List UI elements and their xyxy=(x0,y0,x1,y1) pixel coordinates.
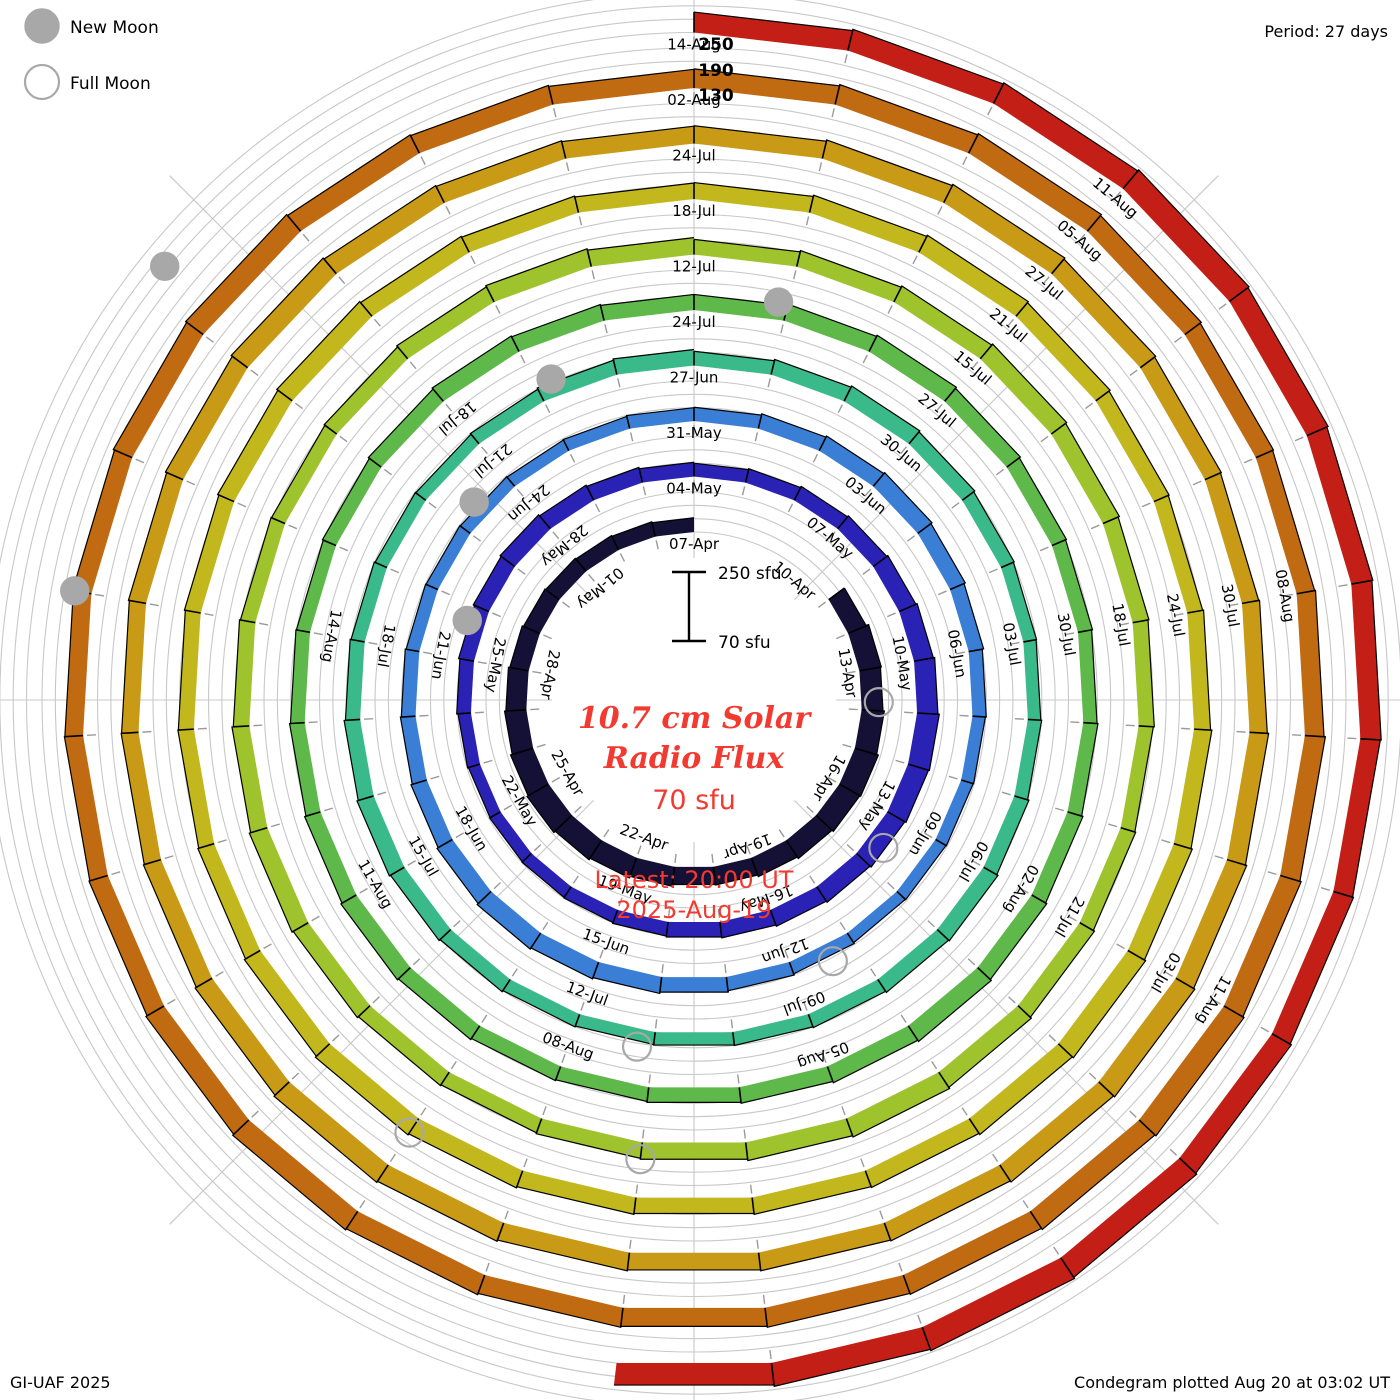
scalebar-top-label: 250 sfu xyxy=(718,564,781,584)
scalebar-bottom-label: 70 sfu xyxy=(718,633,771,653)
ring-date-label: 12-Jul xyxy=(672,258,715,276)
new-moon-marker xyxy=(60,576,90,606)
ring-date-label: 18-Jul xyxy=(672,202,715,220)
new-moon-marker xyxy=(459,487,489,517)
center-latest-date: 2025-Aug-19 xyxy=(616,896,771,924)
radial-tick-190: 190 xyxy=(698,61,734,81)
period-label: Period: 27 days xyxy=(1264,22,1388,41)
ring-date-label: 27-Jun xyxy=(670,369,719,387)
full-moon-marker xyxy=(863,687,894,718)
moon-markers xyxy=(60,251,899,1175)
full-moon-icon xyxy=(23,63,61,101)
ring-date-label: 02-Aug xyxy=(667,91,720,109)
center-current-value: 70 sfu xyxy=(652,785,736,816)
ring-date-label: 31-May xyxy=(666,424,722,442)
new-moon-marker xyxy=(536,364,566,394)
scale-bar xyxy=(672,570,706,643)
new-moon-icon xyxy=(24,8,60,44)
new-moon-marker xyxy=(763,287,794,317)
plotted-timestamp: Condegram plotted Aug 20 at 03:02 UT xyxy=(1074,1373,1390,1392)
ring-date-label: 24-Jul xyxy=(672,147,715,165)
ring-date-label: 04-May xyxy=(666,480,722,498)
full-moon-marker xyxy=(868,832,899,864)
radial-tick-250: 250 xyxy=(698,35,734,55)
legend-label-full-moon: Full Moon xyxy=(70,74,151,94)
full-moon-marker xyxy=(625,1144,656,1175)
day-ticks xyxy=(64,12,1381,1386)
full-moon-marker xyxy=(817,946,848,977)
full-moon-marker xyxy=(394,1117,425,1148)
ring-date-label: 07-Apr xyxy=(669,535,720,553)
center-title-line1: 10.7 cm Solar xyxy=(578,701,812,736)
ring-date-label: 24-Jul xyxy=(672,313,715,331)
new-moon-marker xyxy=(452,605,482,636)
center-title-line2: Radio Flux xyxy=(603,741,785,776)
legend-label-new-moon: New Moon xyxy=(70,18,159,38)
credit-label: GI-UAF 2025 xyxy=(10,1373,111,1392)
center-latest-time: Latest: 20:00 UT xyxy=(595,866,794,894)
ring-date-label: 14-Aug xyxy=(667,36,720,54)
flux-rings xyxy=(63,11,1382,1388)
full-moon-marker xyxy=(621,1031,653,1062)
radial-tick-130: 130 xyxy=(698,86,734,106)
new-moon-marker xyxy=(150,251,180,281)
